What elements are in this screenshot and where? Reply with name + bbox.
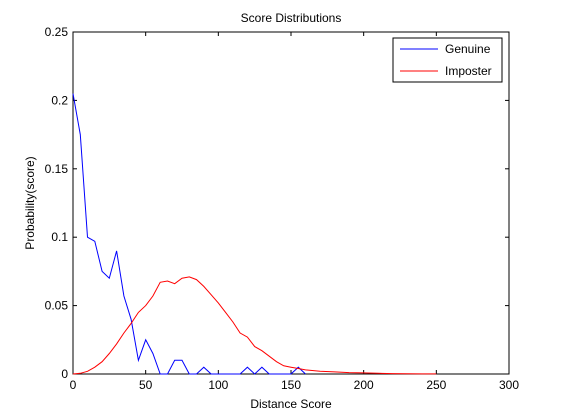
x-tick-label: 0: [70, 378, 77, 392]
y-tick-label: 0.2: [51, 93, 68, 107]
legend-label-imposter: Imposter: [445, 64, 492, 78]
y-tick-label: 0.25: [45, 25, 69, 39]
x-tick-label: 300: [499, 378, 519, 392]
x-axis-title: Distance Score: [250, 397, 332, 411]
series-line-genuine: [72, 93, 306, 375]
series-lines: [72, 93, 437, 375]
x-tick-label: 50: [139, 378, 153, 392]
y-tick-label: 0.05: [45, 299, 69, 313]
y-tick-label: 0.15: [45, 162, 69, 176]
x-axis-ticks: 0 50 100 150 200 250 300: [70, 32, 519, 392]
y-tick-label: 0: [61, 367, 68, 381]
series-line-imposter: [72, 276, 437, 375]
x-tick-label: 250: [426, 378, 446, 392]
chart-title: Score Distributions: [241, 11, 342, 25]
x-tick-label: 200: [354, 378, 374, 392]
plot-area: [72, 31, 510, 375]
legend: Genuine Imposter: [392, 37, 503, 83]
x-tick-label: 100: [208, 378, 228, 392]
y-axis-ticks: 0 0.05 0.1 0.15 0.2 0.25: [45, 25, 509, 381]
y-axis-title: Probability(score): [23, 156, 37, 249]
legend-label-genuine: Genuine: [445, 42, 491, 56]
x-tick-label: 150: [281, 378, 301, 392]
legend-box: [392, 37, 503, 83]
y-tick-label: 0.1: [51, 230, 68, 244]
